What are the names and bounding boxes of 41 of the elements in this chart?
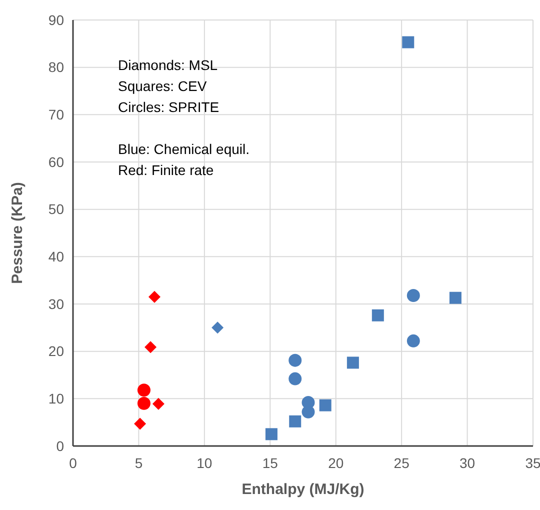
y-tick-label: 70 <box>48 106 64 123</box>
y-tick-label: 0 <box>56 438 64 454</box>
annotation: Diamonds: MSL Squares: CEV Circles: SPRITE <box>118 57 220 115</box>
point <box>137 384 150 397</box>
point <box>406 288 420 302</box>
point <box>152 398 164 410</box>
y-axis-title: Pessure (KPa) <box>9 182 26 284</box>
y-tick-label: 80 <box>48 59 64 76</box>
point <box>319 399 332 412</box>
point <box>346 356 359 369</box>
x-tick-label: 5 <box>134 455 143 471</box>
x-tick-label: 25 <box>394 455 410 471</box>
y-tick-label: 40 <box>48 248 64 265</box>
point <box>134 418 146 430</box>
annotation: Blue: Chemical equil. Red: Finite rate <box>118 141 250 178</box>
x-tick-label: 30 <box>459 455 476 471</box>
point <box>402 36 414 48</box>
point <box>137 396 150 410</box>
point <box>144 341 157 354</box>
x-tick-label: 10 <box>196 455 212 471</box>
point <box>289 415 302 428</box>
point <box>406 334 420 348</box>
x-tick-label: 15 <box>262 455 278 471</box>
x-tick-label: 35 <box>525 455 540 471</box>
point <box>449 292 462 304</box>
y-tick-label: 50 <box>48 201 64 218</box>
x-axis-title: Enthalpy (MJ/Kg) <box>242 481 364 498</box>
y-tick-label: 90 <box>48 12 64 28</box>
point <box>288 372 302 386</box>
y-tick-label: 30 <box>48 296 64 312</box>
x-tick-label: 20 <box>328 455 344 471</box>
y-tick-label: 10 <box>48 390 64 407</box>
x-tick-label: 0 <box>69 455 78 471</box>
point <box>265 428 278 440</box>
point <box>212 322 224 334</box>
y-tick-label: 60 <box>48 154 64 170</box>
point <box>148 290 160 303</box>
y-tick-label: 20 <box>48 343 64 360</box>
point <box>302 405 315 418</box>
point <box>372 309 384 322</box>
point <box>288 354 302 367</box>
